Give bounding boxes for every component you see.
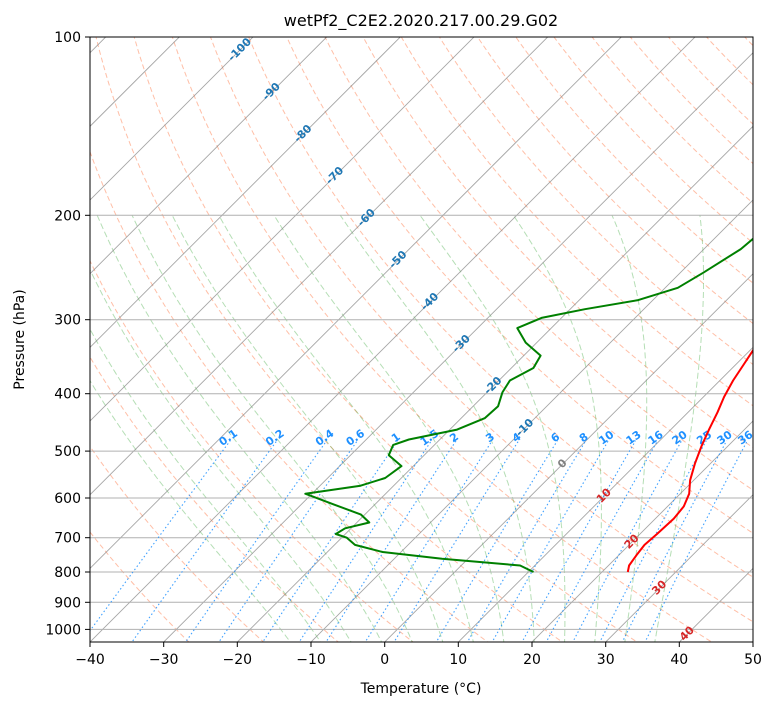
mixing-ratio-line [185,440,328,642]
y-tick-label: 400 [54,387,81,403]
y-tick-label: 800 [54,565,81,581]
isotherm-label: 40 [677,623,697,643]
x-tick-label: 10 [449,652,467,668]
dry-adiabats [90,10,775,654]
isotherm-line [0,10,59,654]
y-tick-label: 1000 [45,622,81,638]
sounding-series [304,237,753,573]
moist-adiabat-line [96,215,383,642]
dry-adiabat-line [248,37,753,578]
dry-adiabat-line [209,37,753,623]
dry-adiabat-line [286,37,753,534]
isotherm-line [90,37,328,275]
temperature-line [626,348,753,573]
x-axis-label: Temperature (°C) [360,681,482,697]
isotherm-line [310,199,753,642]
dry-adiabat-line [400,37,753,407]
isotherm-line [457,346,753,642]
y-tick-label: 900 [54,595,81,611]
mixing-ratio-lines [90,440,748,642]
isotherm-line [90,37,696,642]
dry-adiabat-line [362,37,753,449]
dry-adiabat-line [90,150,489,642]
isotherm-line [163,52,753,642]
y-axis-label: Pressure (hPa) [12,289,28,389]
x-tick-label: 40 [670,652,688,668]
dry-adiabat-line [667,37,753,125]
x-tick-label: −30 [149,652,179,668]
dry-adiabat-line [476,37,753,325]
x-tick-label: 30 [597,652,615,668]
x-tick-label: 20 [523,652,541,668]
dry-adiabat-line [90,531,190,642]
x-axis: −40 −30 −20 −10 0 10 20 30 40 50 [75,642,762,668]
dry-adiabat-line [90,445,265,642]
chart-title: wetPf2_C2E2.2020.217.00.29.G02 [284,11,558,31]
mixing-ratio-line [435,440,558,642]
y-tick-label: 500 [54,444,81,460]
y-tick-label: 600 [54,491,81,507]
mixing-ratio-line [521,440,637,642]
y-tick-label: 100 [54,30,81,46]
mixing-ratio-line [572,440,683,642]
isotherm-line [90,37,549,496]
moist-adiabat-line [171,215,444,642]
mixing-ratio-line [545,440,659,642]
moist-adiabat-line [611,215,648,642]
dry-adiabat-line [90,259,414,642]
isotherm-lines [0,10,753,654]
moist-adiabat-line [654,215,704,642]
dry-adiabat-line [133,37,638,642]
isotherm-line [90,37,475,422]
mixing-ratio-line [491,440,609,642]
x-tick-label: 50 [744,652,762,668]
moist-adiabat-line [273,215,505,642]
plot-frame [89,36,754,643]
mixing-ratio-line [599,440,707,642]
isotherm-line [236,125,753,642]
x-tick-label: −40 [75,652,105,668]
isotherm-line [90,37,622,570]
dry-adiabat-line [171,37,713,642]
isotherm-line [384,273,753,642]
isotherm-line [90,37,254,201]
moist-adiabat-line [419,215,566,642]
dry-adiabat-line [756,10,775,654]
dry-adiabat-line [553,37,753,244]
moist-adiabat-line [90,379,291,642]
dewpoint-line [304,237,753,573]
moist-adiabat-line [90,328,322,642]
dry-adiabat-line [591,37,753,204]
mixing-ratio-line [466,440,587,642]
mixing-ratio-line [298,440,432,642]
y-tick-label: 200 [54,208,81,224]
y-axis: 100 200 300 400 500 600 700 800 900 1000 [45,30,90,638]
mixing-ratio-label: 36 [735,428,755,448]
y-tick-label: 700 [54,531,81,547]
x-tick-label: −20 [223,652,253,668]
moist-adiabat-line [131,215,413,642]
isotherm-line [90,37,401,348]
moist-adiabats [90,215,704,642]
mixing-ratio-line [393,440,520,642]
moist-adiabat-line [90,268,352,642]
x-tick-label: 0 [380,652,389,668]
plot-area [90,37,753,642]
x-tick-label: −10 [296,652,326,668]
isotherm-line [531,420,753,642]
isotherm-line [605,494,753,642]
dry-adiabat-line [95,37,564,642]
mixing-ratio-line [90,440,231,632]
pressure-gridlines [90,37,753,630]
isotherm-line [90,37,180,127]
moist-adiabat-line [218,215,474,642]
mixing-ratio-line [218,440,358,642]
y-tick-label: 300 [54,313,81,329]
moist-adiabat-line [339,215,535,642]
moist-adiabat-line [512,215,602,642]
